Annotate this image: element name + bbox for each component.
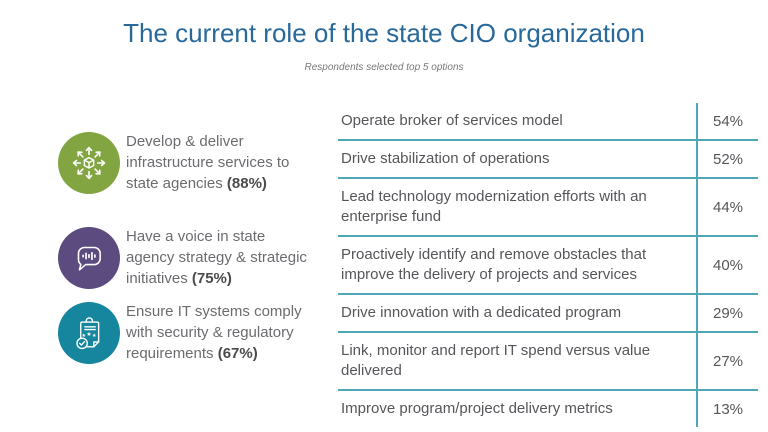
table-row: Lead technology modernization efforts wi… <box>338 179 758 237</box>
table-row: Improve program/project delivery metrics… <box>338 391 758 427</box>
row-label: Improve program/project delivery metrics <box>341 400 613 417</box>
row-value: 40% <box>712 256 744 274</box>
distribute-icon <box>58 131 120 194</box>
table-row: Link, monitor and report IT spend versus… <box>338 333 758 391</box>
row-value-cell: 40% <box>696 237 758 293</box>
row-label: Proactively identify and remove obstacle… <box>341 246 647 283</box>
row-label: Link, monitor and report IT spend versus… <box>341 342 651 379</box>
row-value: 54% <box>712 112 744 130</box>
svg-text:★: ★ <box>86 331 91 338</box>
row-value-cell: 52% <box>696 141 758 177</box>
results-table: Operate broker of services model 54% Dri… <box>338 103 758 427</box>
highlight-item: Have a voice in state agency strategy & … <box>58 226 312 289</box>
table-row: Operate broker of services model 54% <box>338 103 758 141</box>
highlight-percentage: (67%) <box>217 345 258 362</box>
row-label: Drive stabilization of operations <box>341 150 550 167</box>
row-value: 29% <box>712 304 744 322</box>
highlight-text: Develop & deliver infrastructure service… <box>126 131 310 194</box>
highlight-label: Have a voice in state agency strategy & … <box>126 228 307 287</box>
row-value: 52% <box>712 150 744 168</box>
row-label: Operate broker of services model <box>341 112 563 129</box>
row-value-cell: 27% <box>696 333 758 389</box>
row-label: Lead technology modernization efforts wi… <box>341 188 647 225</box>
table-row: Proactively identify and remove obstacle… <box>338 237 758 295</box>
row-value: 13% <box>712 400 744 418</box>
row-value-cell: 29% <box>696 295 758 331</box>
row-label: Drive innovation with a dedicated progra… <box>341 304 622 321</box>
highlight-label: Ensure IT systems comply with security &… <box>126 303 302 362</box>
row-value: 44% <box>712 198 744 216</box>
highlight-item: Develop & deliver infrastructure service… <box>58 131 312 194</box>
svg-text:★: ★ <box>92 333 97 339</box>
table-row: Drive innovation with a dedicated progra… <box>338 295 758 333</box>
page-subtitle: Respondents selected top 5 options <box>304 62 464 73</box>
highlight-item: ★ ★ ★ Ensure IT systems comply with secu… <box>58 301 312 364</box>
svg-text:★: ★ <box>82 333 87 339</box>
table-row: Drive stabilization of operations 52% <box>338 141 758 179</box>
row-value-cell: 54% <box>696 103 758 139</box>
voice-icon <box>58 226 120 289</box>
highlight-percentage: (75%) <box>191 270 232 287</box>
page-title: The current role of the state CIO organi… <box>123 18 645 48</box>
compliance-icon: ★ ★ ★ <box>58 301 120 364</box>
highlight-text: Ensure IT systems comply with security &… <box>126 301 310 364</box>
row-value-cell: 44% <box>696 179 758 235</box>
highlight-text: Have a voice in state agency strategy & … <box>126 226 310 289</box>
row-value: 27% <box>712 352 744 370</box>
highlight-label: Develop & deliver infrastructure service… <box>126 133 290 192</box>
row-value-cell: 13% <box>696 391 758 427</box>
highlight-percentage: (88%) <box>226 175 267 192</box>
